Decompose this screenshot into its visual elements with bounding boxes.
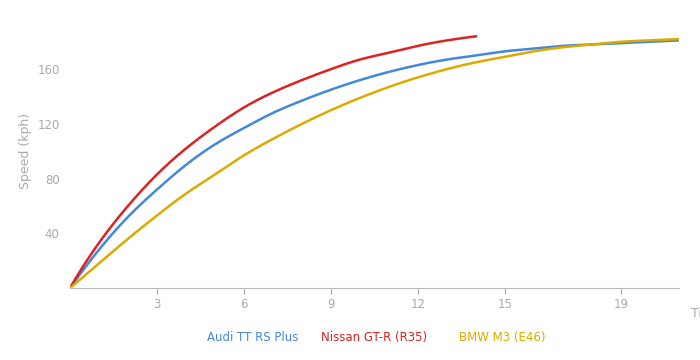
Text: Nissan GT-R (R35): Nissan GT-R (R35) <box>321 331 428 344</box>
Text: BMW M3 (E46): BMW M3 (E46) <box>459 331 545 344</box>
Text: Audi TT RS Plus: Audi TT RS Plus <box>207 331 298 344</box>
Y-axis label: Speed (kph): Speed (kph) <box>19 113 32 189</box>
Text: Time (s): Time (s) <box>691 307 700 320</box>
